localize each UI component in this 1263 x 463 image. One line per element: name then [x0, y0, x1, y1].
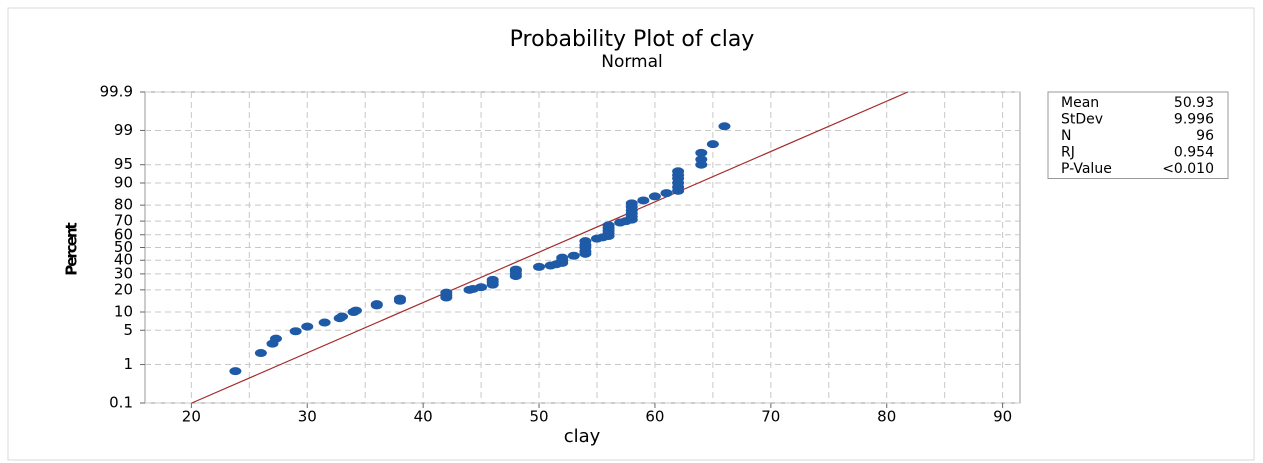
data-point — [567, 251, 580, 260]
stats-label: P-Value — [1061, 161, 1112, 177]
data-point — [349, 306, 362, 315]
data-point — [440, 288, 453, 297]
x-tick-label: 90 — [993, 408, 1012, 426]
stats-value: 96 — [1196, 128, 1214, 144]
y-tick-label: 50 — [114, 238, 133, 256]
data-point — [336, 312, 349, 321]
x-tick-label: 50 — [529, 408, 548, 426]
fit-line — [191, 91, 909, 404]
data-point — [695, 155, 708, 164]
stats-label: StDev — [1061, 112, 1103, 128]
y-tick-label: 70 — [114, 212, 133, 230]
data-point — [370, 300, 383, 309]
stats-label: Mean — [1061, 95, 1099, 111]
stats-value: 9.996 — [1174, 112, 1214, 128]
y-tick-label: 5 — [123, 321, 133, 339]
x-tick-label: 20 — [182, 408, 201, 426]
x-tick-label: 70 — [761, 408, 780, 426]
stats-box — [1047, 91, 1229, 179]
data-point — [706, 140, 719, 149]
data-point — [318, 318, 331, 327]
x-axis-label: clay — [564, 426, 601, 447]
data-point — [637, 196, 650, 205]
y-tick-label: 20 — [114, 280, 133, 298]
data-point — [269, 334, 282, 343]
x-tick-label: 40 — [414, 408, 433, 426]
stats-label: RJ — [1061, 145, 1075, 161]
y-tick-label: 99 — [114, 121, 133, 139]
x-tick-label: 80 — [877, 408, 896, 426]
data-point — [556, 253, 569, 262]
data-point — [486, 275, 499, 284]
stats-value: 50.93 — [1174, 95, 1214, 111]
data-point — [301, 322, 314, 331]
data-point — [509, 265, 522, 274]
data-point — [289, 327, 302, 336]
chart-title: Probability Plot of clay — [510, 27, 755, 52]
chart-subtitle: Normal — [601, 52, 663, 72]
y-tick-label: 90 — [114, 174, 133, 192]
y-tick-label: 10 — [114, 302, 133, 320]
y-tick-label: 1 — [123, 355, 133, 373]
y-tick-label: 60 — [114, 225, 133, 243]
data-point — [393, 294, 406, 303]
y-tick-label: 0.1 — [109, 394, 133, 412]
y-axis-label: Percent — [63, 222, 81, 275]
y-tick-label: 80 — [114, 196, 133, 214]
y-tick-label: 30 — [114, 264, 133, 282]
x-tick-label: 60 — [645, 408, 664, 426]
x-tick-label: 30 — [298, 408, 317, 426]
stats-value: <0.010 — [1162, 161, 1214, 177]
data-point — [602, 221, 615, 230]
data-point — [695, 148, 708, 157]
data-point — [254, 349, 267, 358]
data-point — [229, 367, 242, 376]
y-tick-label: 40 — [114, 251, 133, 269]
y-tick-label: 95 — [114, 155, 133, 173]
data-point — [533, 262, 546, 271]
stats-value: 0.954 — [1174, 145, 1214, 161]
y-tick-label: 99.9 — [100, 83, 133, 101]
data-point — [660, 189, 673, 198]
data-point — [579, 237, 592, 246]
stats-label: N — [1061, 128, 1071, 144]
data-point — [475, 283, 488, 292]
data-point — [672, 167, 685, 176]
data-point — [625, 199, 638, 208]
data-point — [648, 192, 661, 201]
data-point — [718, 122, 731, 131]
